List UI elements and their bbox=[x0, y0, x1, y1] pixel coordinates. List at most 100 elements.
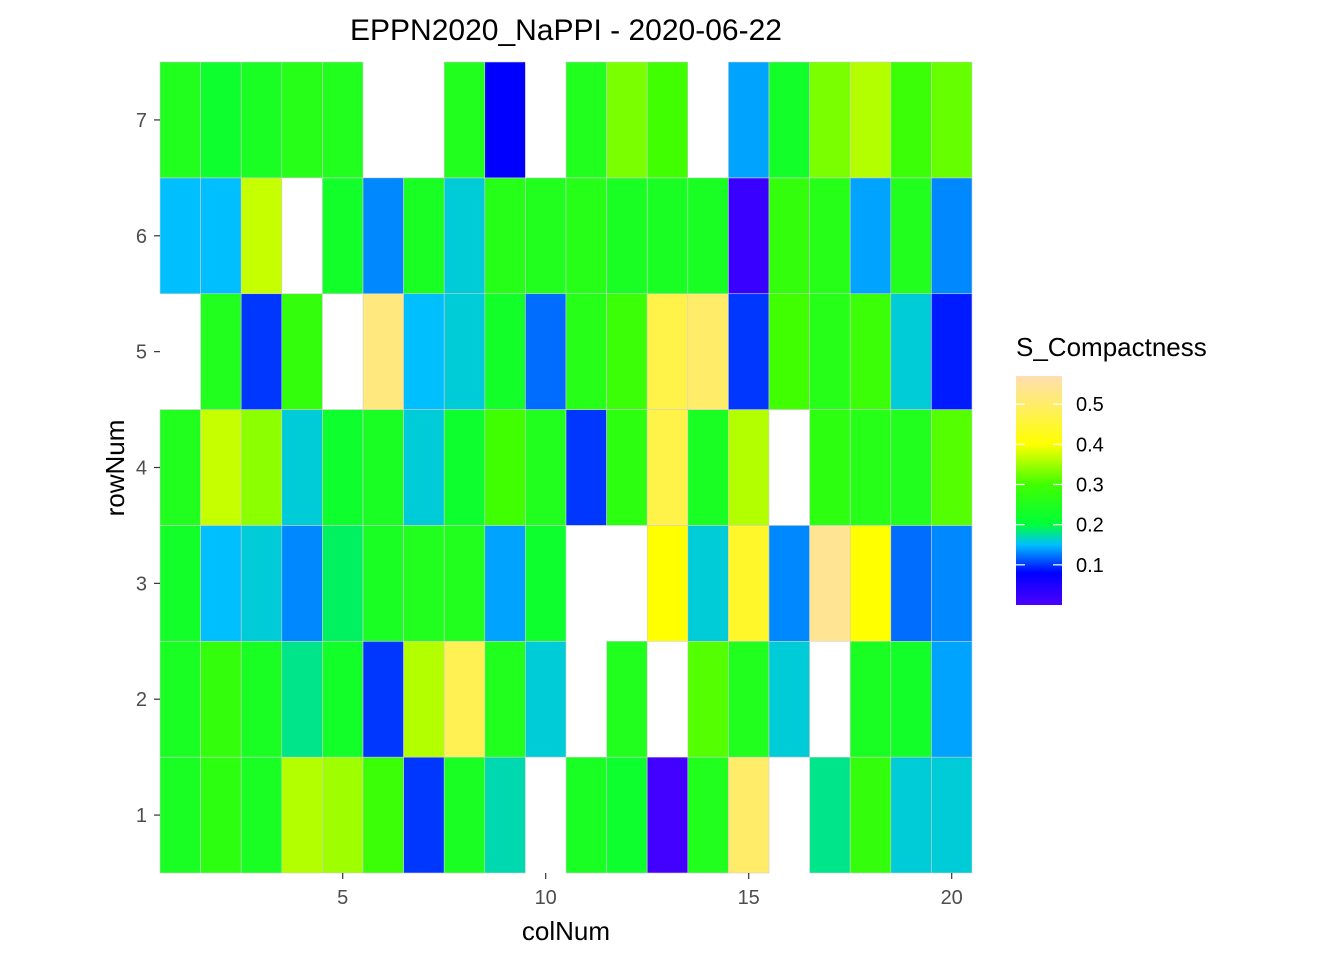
tile-r4-c4 bbox=[281, 409, 323, 526]
tile-r7-c13 bbox=[646, 61, 689, 179]
tile-r1-c7 bbox=[403, 756, 445, 874]
tile-r1-c14 bbox=[687, 756, 729, 874]
tile-r5-c17 bbox=[809, 293, 851, 410]
tile-r5-c18 bbox=[849, 293, 892, 410]
tile-r3-c1 bbox=[159, 525, 201, 642]
tile-r1-c11 bbox=[565, 756, 607, 874]
tile-r3-c4 bbox=[281, 525, 323, 642]
tile-r6-c10 bbox=[525, 177, 567, 295]
tile-r4-c17 bbox=[809, 409, 851, 526]
tile-r4-c8 bbox=[443, 409, 486, 526]
tile-r2-c2 bbox=[200, 640, 242, 758]
tile-r5-c3 bbox=[240, 293, 283, 410]
tile-r1-c17 bbox=[809, 756, 851, 874]
tile-r5-c13 bbox=[646, 293, 689, 410]
y-tick-label-2: 2 bbox=[136, 689, 147, 711]
tile-r4-c2 bbox=[200, 409, 242, 526]
tile-r2-c1 bbox=[159, 640, 201, 758]
tile-r4-c6 bbox=[362, 409, 404, 526]
tile-r3-c10 bbox=[525, 525, 567, 642]
tile-r6-c13 bbox=[646, 177, 689, 295]
tile-r3-c2 bbox=[200, 525, 242, 642]
tile-r6-c2 bbox=[200, 177, 242, 295]
y-tick-label-4: 4 bbox=[136, 458, 147, 480]
tile-r7-c4 bbox=[281, 61, 323, 179]
tile-r6-c17 bbox=[809, 177, 851, 295]
legend-title: S_Compactness bbox=[1016, 332, 1207, 362]
tile-r6-c20 bbox=[931, 177, 973, 295]
tile-r1-c19 bbox=[890, 756, 932, 874]
tile-r6-c9 bbox=[484, 177, 526, 295]
tile-r7-c11 bbox=[565, 61, 607, 179]
tile-r2-c19 bbox=[890, 640, 932, 758]
tile-r7-c12 bbox=[606, 61, 648, 179]
tile-r1-c20 bbox=[931, 756, 973, 874]
tile-r7-c20 bbox=[931, 61, 973, 179]
tile-r3-c18 bbox=[849, 525, 892, 642]
tile-r7-c15 bbox=[728, 61, 770, 179]
tile-r6-c12 bbox=[606, 177, 648, 295]
tile-r5-c19 bbox=[890, 293, 932, 410]
tile-r4-c19 bbox=[890, 409, 932, 526]
tile-r1-c15 bbox=[728, 756, 770, 874]
tile-r7-c19 bbox=[890, 61, 932, 179]
x-axis-title: colNum bbox=[522, 916, 610, 946]
tile-r4-c3 bbox=[240, 409, 283, 526]
y-axis-title: rowNum bbox=[100, 420, 130, 517]
tile-r6-c14 bbox=[687, 177, 729, 295]
tile-r5-c16 bbox=[768, 293, 810, 410]
tile-r5-c2 bbox=[200, 293, 242, 410]
tile-r7-c16 bbox=[768, 61, 810, 179]
tile-r3-c8 bbox=[443, 525, 486, 642]
tile-r6-c18 bbox=[849, 177, 892, 295]
tile-r4-c15 bbox=[728, 409, 770, 526]
legend-label-0.4: 0.4 bbox=[1076, 434, 1104, 456]
tile-r2-c14 bbox=[687, 640, 729, 758]
tile-r2-c3 bbox=[240, 640, 283, 758]
y-tick-label-7: 7 bbox=[136, 110, 147, 132]
tile-r2-c10 bbox=[525, 640, 567, 758]
y-tick-label-1: 1 bbox=[136, 805, 147, 827]
tile-r5-c12 bbox=[606, 293, 648, 410]
tile-r2-c15 bbox=[728, 640, 770, 758]
tile-r7-c18 bbox=[849, 61, 892, 179]
tile-r2-c4 bbox=[281, 640, 323, 758]
tile-r2-c20 bbox=[931, 640, 973, 758]
tile-r3-c6 bbox=[362, 525, 404, 642]
tile-r4-c20 bbox=[931, 409, 973, 526]
tile-r2-c16 bbox=[768, 640, 810, 758]
tile-r2-c7 bbox=[403, 640, 445, 758]
tile-r1-c2 bbox=[200, 756, 242, 874]
tile-r3-c20 bbox=[931, 525, 973, 642]
tile-r6-c8 bbox=[443, 177, 486, 295]
tile-r5-c6 bbox=[362, 293, 404, 410]
tile-r3-c14 bbox=[687, 525, 729, 642]
tile-r1-c6 bbox=[362, 756, 404, 874]
tile-r3-c9 bbox=[484, 525, 526, 642]
tile-r1-c5 bbox=[322, 756, 364, 874]
tile-r5-c11 bbox=[565, 293, 607, 410]
tile-r7-c5 bbox=[322, 61, 364, 179]
tile-r7-c17 bbox=[809, 61, 851, 179]
tile-r7-c8 bbox=[443, 61, 486, 179]
tile-r2-c12 bbox=[606, 640, 648, 758]
tile-r6-c7 bbox=[403, 177, 445, 295]
tile-r1-c9 bbox=[484, 756, 526, 874]
tile-r3-c5 bbox=[322, 525, 364, 642]
tile-r2-c5 bbox=[322, 640, 364, 758]
tile-r7-c1 bbox=[159, 61, 201, 179]
tile-r4-c11 bbox=[565, 409, 607, 526]
tile-r4-c7 bbox=[403, 409, 445, 526]
tile-r5-c7 bbox=[403, 293, 445, 410]
tile-r2-c8 bbox=[443, 640, 486, 758]
tile-r5-c14 bbox=[687, 293, 729, 410]
legend-label-0.5: 0.5 bbox=[1076, 394, 1104, 416]
tile-r6-c6 bbox=[362, 177, 404, 295]
tile-r3-c13 bbox=[646, 525, 689, 642]
tile-r1-c12 bbox=[606, 756, 648, 874]
tile-r3-c3 bbox=[240, 525, 283, 642]
tile-r7-c2 bbox=[200, 61, 242, 179]
tile-r3-c17 bbox=[809, 525, 851, 642]
tile-r4-c10 bbox=[525, 409, 567, 526]
tile-r2-c6 bbox=[362, 640, 404, 758]
